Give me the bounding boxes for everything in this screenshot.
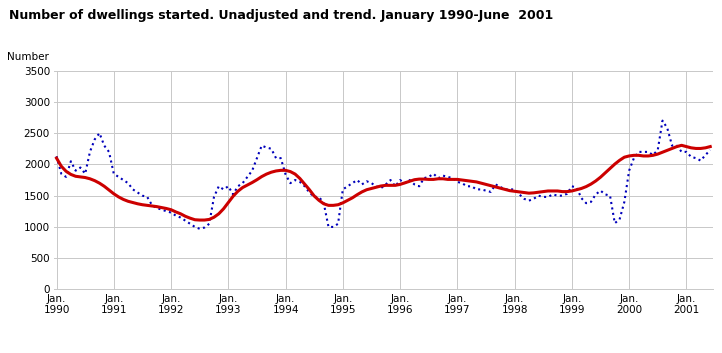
Text: Number of dwellings started. Unadjusted and trend. January 1990-June  2001: Number of dwellings started. Unadjusted … [9,9,553,22]
Text: Number: Number [6,52,48,62]
